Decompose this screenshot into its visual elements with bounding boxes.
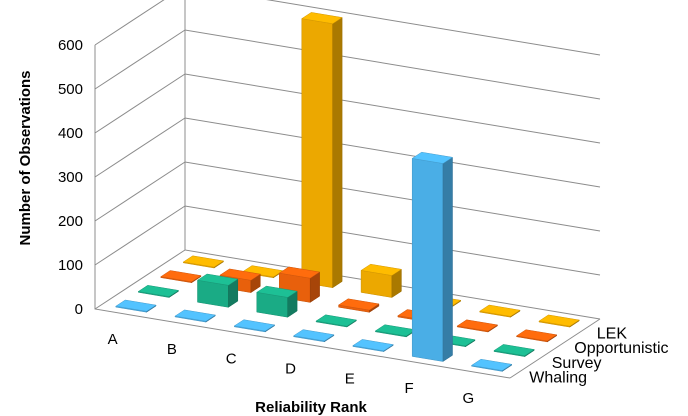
gridline [94,73,601,144]
bar-survey-a [137,285,180,298]
bar-lek-a [182,255,225,269]
bar-lek-f [479,304,521,318]
gridline [94,0,601,56]
y-tick-label: 200 [58,213,83,230]
y-tick-label: 400 [58,125,83,142]
bar-whaling-f [411,151,454,362]
series-label: Whaling [529,370,587,387]
gridline [94,161,601,232]
floor-edge-right [509,318,601,379]
gridline [94,205,601,276]
bar-lek-g [538,314,580,328]
x-tick-label: A [108,331,118,348]
x-tick-label: B [167,341,177,358]
y-tick-label: 300 [58,169,83,186]
bar-whaling-b [174,309,216,323]
floor-edge-left [94,249,186,310]
bar-opportunistic-d [337,298,380,313]
bar-whaling-e [352,339,394,353]
bars [115,12,580,372]
bar-whaling-d [292,329,335,343]
series-label: Survey [552,355,602,372]
x-tick-label: D [285,361,296,378]
y-tick-label: 600 [58,37,83,54]
y-axis-title: Number of Observations [17,70,34,245]
series-label: Opportunistic [574,340,668,357]
series-label: LEK [597,325,628,342]
y-tick-label: 100 [58,257,83,274]
gridline [94,117,601,188]
gridline [94,29,601,100]
x-tick-label: C [226,351,237,368]
bar-whaling-c [233,319,276,333]
bar-whaling-g [470,358,513,372]
x-axis-title: Reliability Rank [255,399,367,416]
x-tick-label: G [463,390,475,407]
y-tick-label: 500 [58,81,83,98]
bar-lek-c [301,12,343,289]
x-tick-label: E [345,370,355,387]
bar-survey-b [196,273,239,308]
y-tick-labels: 0 100 200 300 400 500 600 [58,37,83,318]
bar-whaling-a [115,299,157,313]
bar-opportunistic-a [160,270,202,284]
bar-opportunistic-f [456,319,499,333]
gridlines [94,0,601,276]
bar-survey-g [493,344,535,358]
x-category-labels: A B C D E F G [108,331,475,407]
bar-survey-e [374,324,417,338]
bar-opportunistic-g [515,329,558,343]
y-tick-label: 0 [75,301,83,318]
bar-lek-d [360,263,403,298]
x-tick-label: F [404,380,413,397]
bar-survey-d [315,314,358,328]
bar-survey-c [256,285,298,318]
